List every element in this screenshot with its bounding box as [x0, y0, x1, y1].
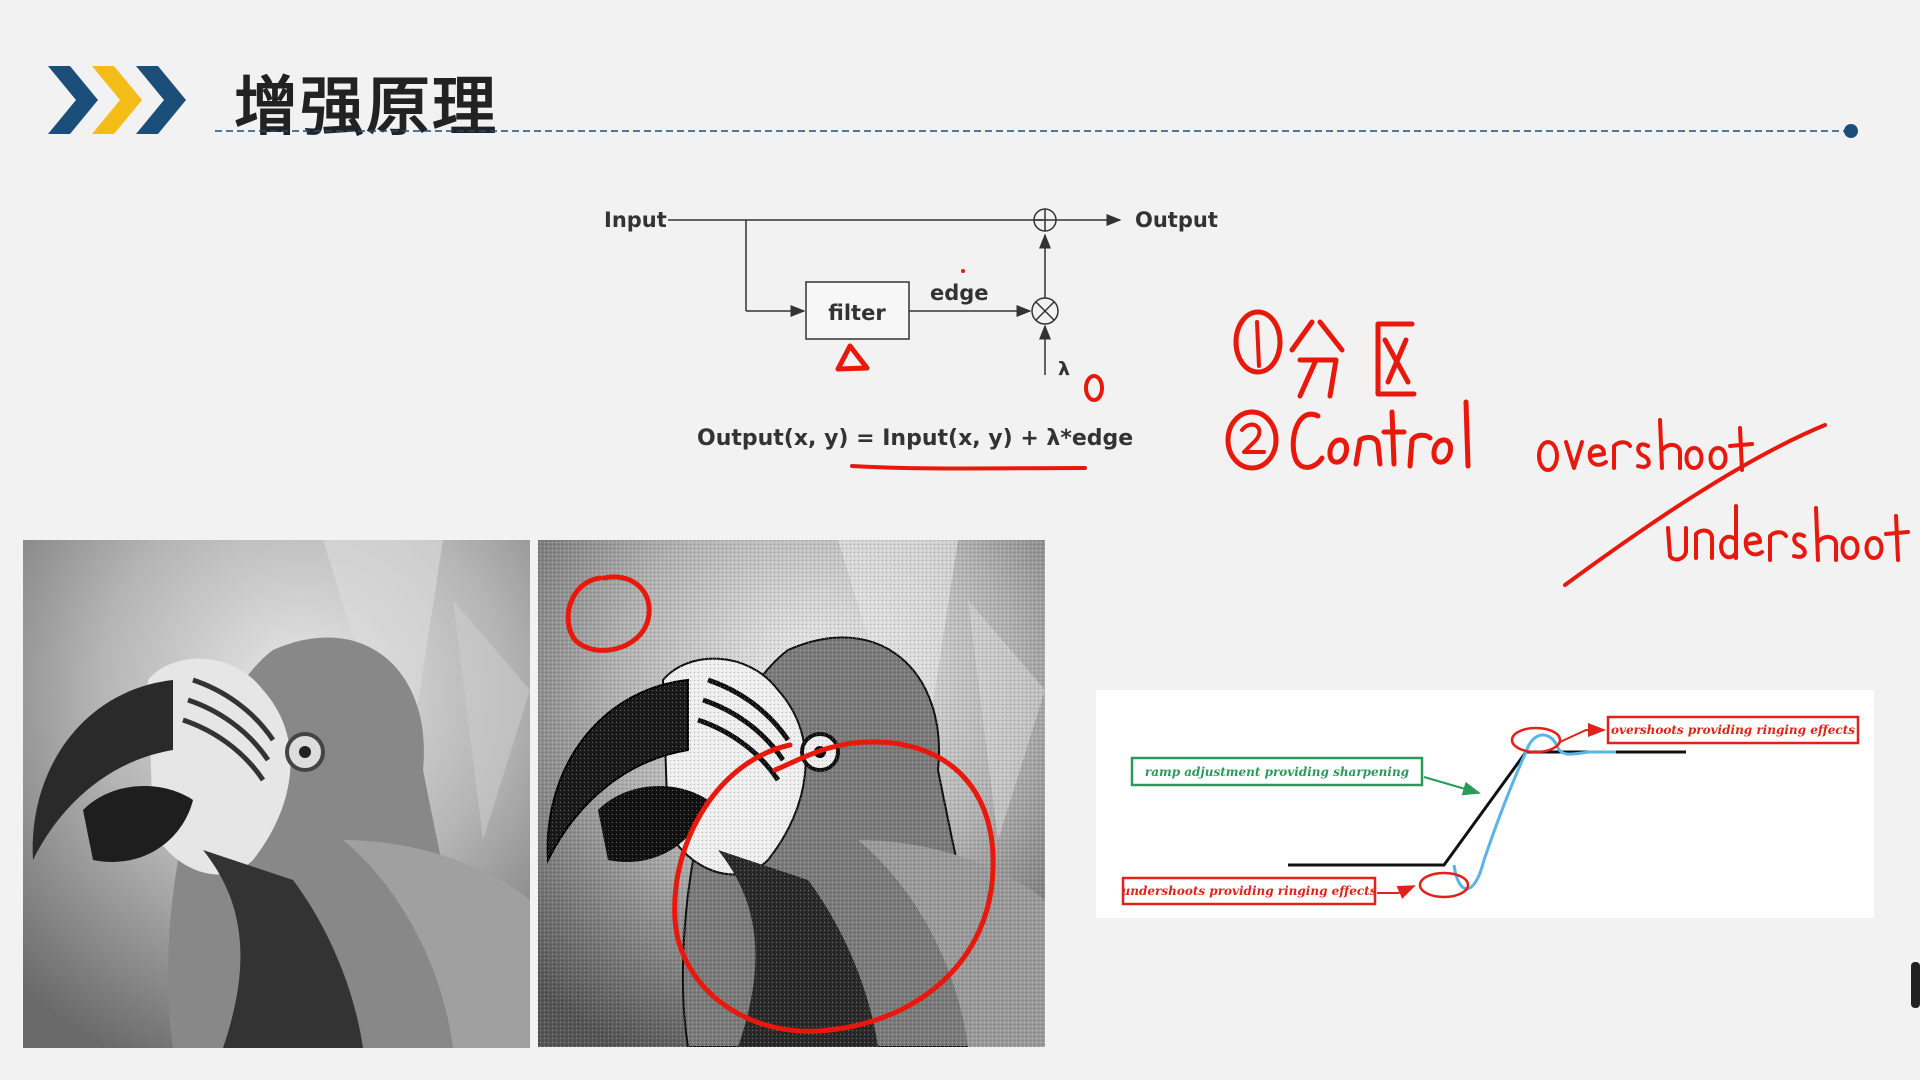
overshoot-marker	[1510, 726, 1562, 754]
scrollbar-thumb[interactable]	[1911, 962, 1920, 1008]
output-label: Output	[1135, 208, 1218, 232]
title-divider	[215, 124, 1858, 138]
ramp-label: ramp adjustment providing sharpening	[1145, 765, 1409, 779]
ramp-label-box	[1130, 756, 1424, 787]
slide-title: 增强原理	[234, 71, 498, 145]
undershoot-marker	[1418, 871, 1470, 899]
lambda-label: λ	[1058, 358, 1070, 380]
chevron-arrows-icon	[48, 66, 186, 134]
parrot-original-image	[23, 540, 530, 1048]
ringing-effects-figure: ramp adjustment providing sharpening ove…	[1096, 690, 1874, 918]
formula-equals: =	[848, 426, 883, 451]
formula: Output(x, y) = Input(x, y) + λ*edge	[697, 426, 1133, 451]
sharpened-profile	[1452, 733, 1616, 891]
block-diagram: Input Output filter edge λ	[604, 208, 1218, 380]
parrot-enhanced-image	[538, 540, 1045, 1047]
strike-line	[1563, 423, 1827, 587]
edge-label: edge	[930, 281, 989, 305]
input-label: Input	[604, 208, 667, 232]
overshoot-label: overshoots providing ringing effects	[1611, 723, 1855, 737]
undershoot-label-box	[1121, 876, 1377, 906]
overshoot-label-box	[1606, 715, 1860, 745]
filter-label: filter	[828, 301, 886, 325]
slide-header: 增强原理	[0, 0, 1920, 145]
formula-left: Output(x, y)	[697, 426, 849, 451]
filter-box	[805, 281, 910, 340]
formula-right: Input(x, y) + λ*edge	[882, 426, 1134, 451]
undershoot-label: undershoots providing ringing effects	[1122, 884, 1377, 898]
